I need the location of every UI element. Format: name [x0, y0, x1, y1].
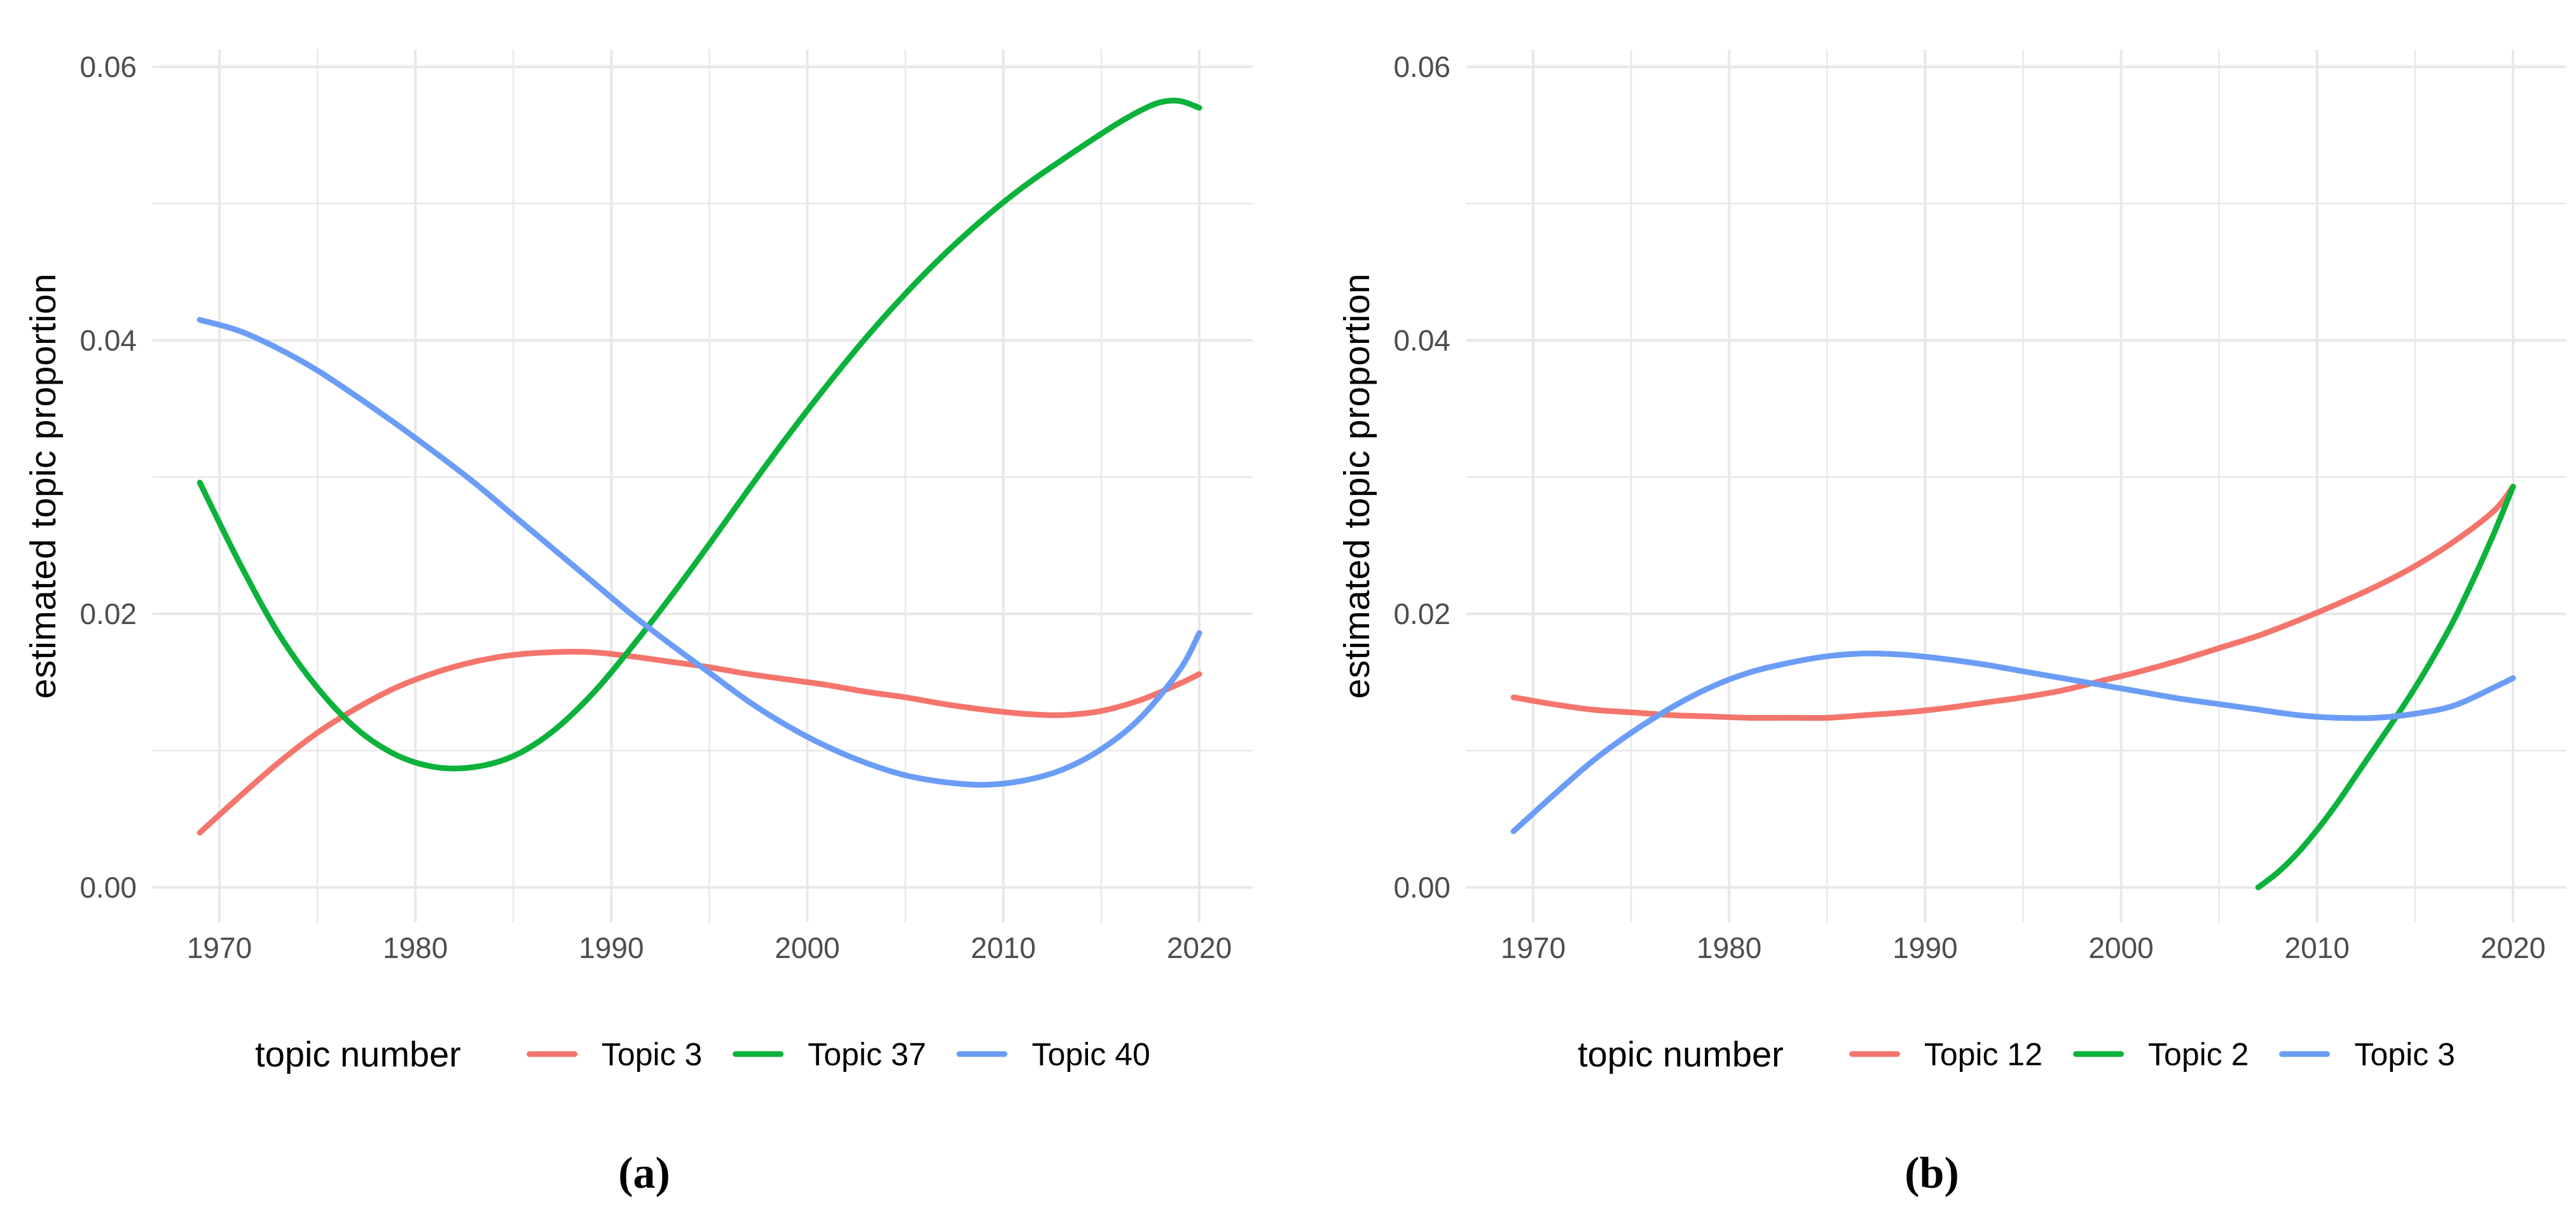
x-tick-label: 2020	[1166, 931, 1232, 964]
x-tick-label: 1990	[579, 931, 644, 964]
caption-b: (b)	[1904, 1149, 1959, 1198]
legend-title: topic number	[255, 1034, 461, 1074]
x-tick-label: 1980	[1697, 931, 1762, 964]
y-tick-label: 0.02	[1393, 597, 1450, 630]
legend-label: Topic 3	[2354, 1036, 2455, 1072]
y-tick-label: 0.06	[1393, 50, 1450, 83]
x-tick-label: 2010	[970, 931, 1036, 964]
y-tick-label: 0.02	[79, 597, 137, 630]
caption-a: (a)	[618, 1149, 670, 1198]
legend-label: Topic 2	[2148, 1036, 2249, 1072]
plot-area	[1466, 50, 2566, 922]
x-tick-label: 2020	[2480, 931, 2546, 964]
legend-item: Topic 40	[956, 1036, 1150, 1073]
series-line-topic-3	[1510, 650, 2516, 835]
legend-line-swatch-green	[733, 1051, 784, 1057]
legend-item: Topic 37	[733, 1036, 926, 1073]
x-tick-label: 2010	[2284, 931, 2350, 964]
legend-item: Topic 12	[1849, 1036, 2042, 1073]
legend-line-swatch-blue	[2279, 1051, 2331, 1057]
series-line-topic-12	[1510, 483, 2516, 721]
x-tick-label: 1990	[1892, 931, 1958, 964]
legend-item: Topic 3	[526, 1036, 703, 1073]
series-line-topic-2	[2255, 483, 2516, 891]
series-line-topic-37	[196, 97, 1202, 772]
y-tick-label: 0.04	[1393, 324, 1450, 357]
y-tick-label: 0.06	[79, 50, 137, 83]
legend-label: Topic 40	[1031, 1036, 1150, 1072]
y-tick-label: 0.04	[79, 324, 137, 357]
legend-line-swatch-green	[2073, 1051, 2125, 1057]
legend-label: Topic 37	[808, 1036, 926, 1072]
series-line-topic-40	[196, 317, 1202, 788]
x-tick-label: 1980	[383, 931, 448, 964]
plot-area	[153, 50, 1253, 922]
legend-label: Topic 3	[601, 1036, 703, 1072]
legend: topic number Topic 3 Topic 37 Topic 40	[255, 1034, 1150, 1075]
legend-line-swatch-blue	[956, 1051, 1008, 1057]
x-tick-label: 2000	[2088, 931, 2154, 964]
x-tick-label: 2000	[775, 931, 840, 964]
x-tick-label: 1970	[1500, 931, 1566, 964]
legend-title: topic number	[1578, 1034, 1784, 1074]
legend-label: Topic 12	[1924, 1036, 2043, 1072]
legend-item: Topic 3	[2279, 1036, 2455, 1073]
y-tick-label: 0.00	[1393, 871, 1450, 904]
legend-line-swatch-red	[1849, 1051, 1900, 1057]
legend-line-swatch-red	[526, 1051, 577, 1057]
legend-item: Topic 2	[2073, 1036, 2249, 1073]
y-tick-label: 0.00	[79, 871, 137, 904]
x-tick-label: 1970	[186, 931, 252, 964]
legend: topic number Topic 12 Topic 2 Topic 3	[1578, 1034, 2455, 1075]
